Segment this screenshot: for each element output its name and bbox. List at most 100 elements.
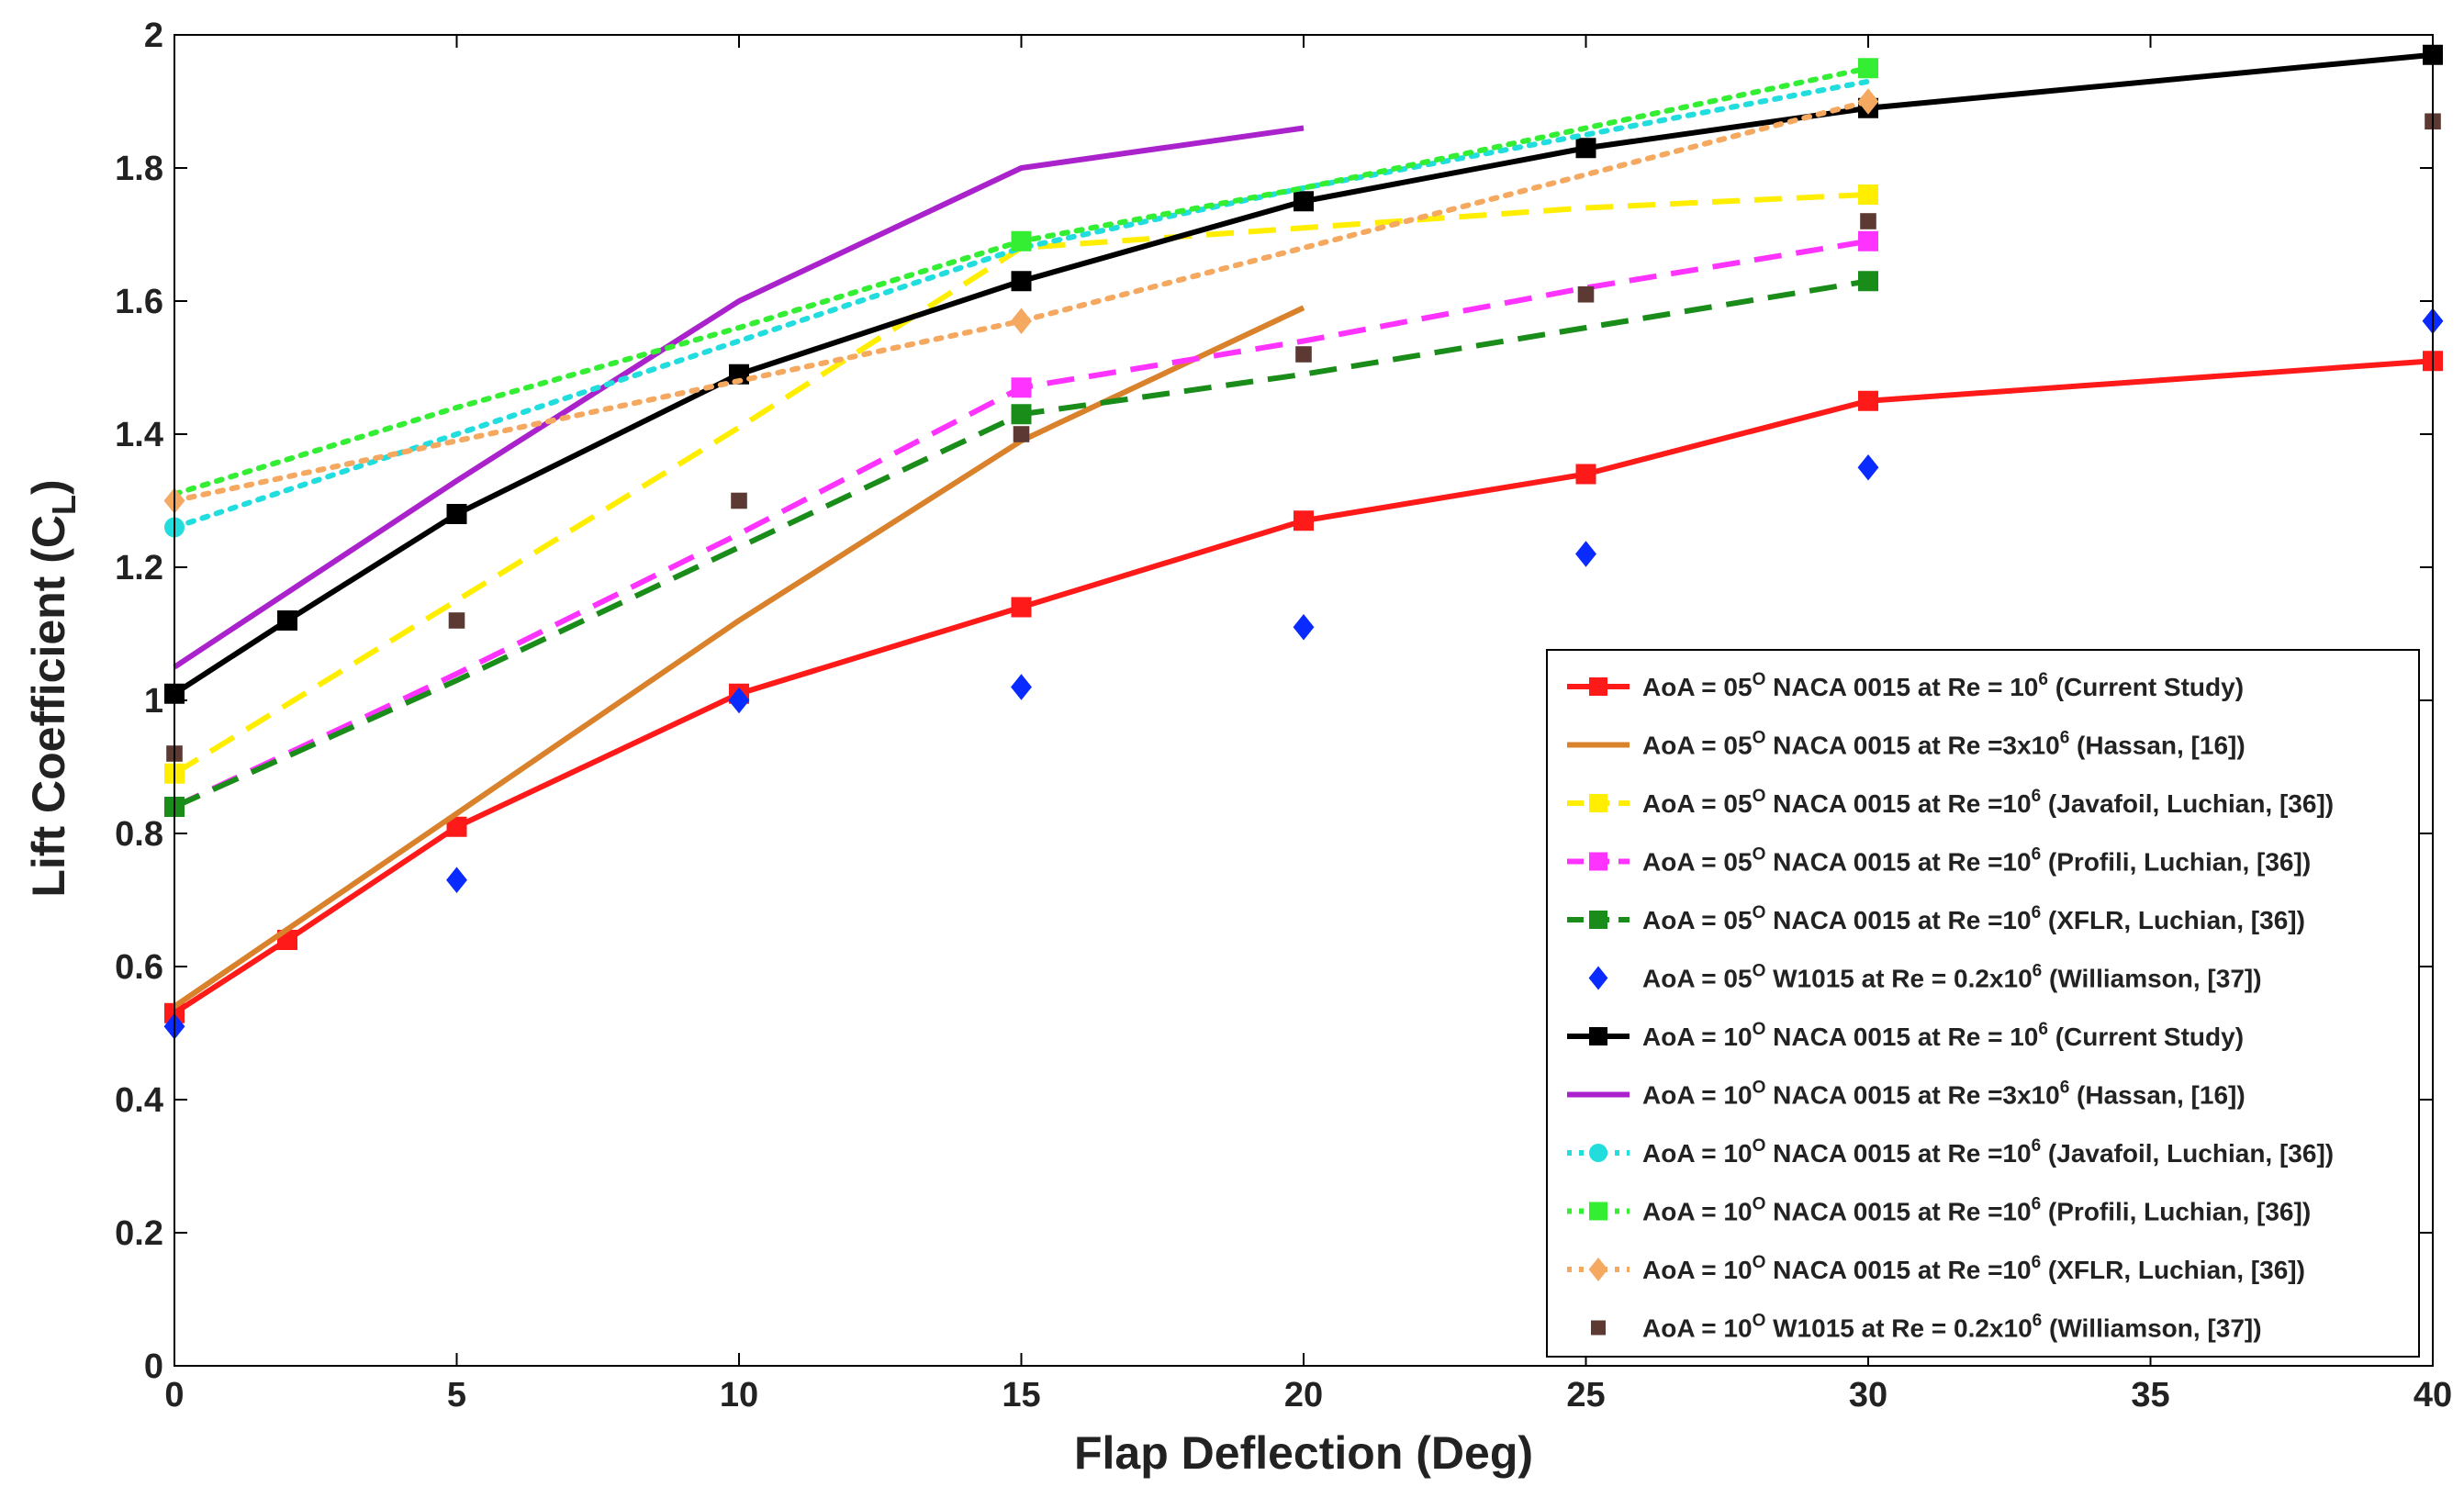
legend-label: AoA = 10O W1015 at Re = 0.2x106 (William…: [1642, 1312, 2262, 1343]
legend-entry: AoA = 10O W1015 at Re = 0.2x106 (William…: [1591, 1312, 2262, 1343]
legend-label-middle: NACA 0015 at Re =10: [1765, 1198, 2031, 1226]
legend-label-prefix: AoA = 05: [1642, 789, 1753, 818]
data-point: [1858, 271, 1878, 292]
legend-label-prefix: AoA = 10: [1642, 1198, 1753, 1226]
legend-label-degree: O: [1753, 1195, 1766, 1214]
series-6: [164, 44, 2443, 704]
legend-label-degree: O: [1753, 1136, 1766, 1156]
legend-label: AoA = 10O NACA 0015 at Re =3x106 (Hassan…: [1642, 1079, 2246, 1110]
data-point: [1858, 58, 1878, 79]
x-tick-label: 25: [1566, 1376, 1605, 1414]
legend-swatch-marker: [1589, 911, 1607, 929]
legend-label-middle: W1015 at Re = 0.2x10: [1765, 965, 2032, 993]
y-axis-label-close: ): [23, 479, 74, 495]
data-point: [728, 687, 750, 714]
legend: AoA = 05O NACA 0015 at Re = 106 (Current…: [1546, 649, 2420, 1358]
data-point: [1860, 213, 1876, 229]
series-line: [173, 125, 1305, 670]
legend-label-middle: NACA 0015 at Re =10: [1765, 1139, 2031, 1168]
axes: [174, 34, 2434, 1367]
legend-label-exponent: 6: [2032, 1195, 2042, 1214]
data-point: [1293, 613, 1315, 641]
legend-label: AoA = 05O NACA 0015 at Re =3x106 (Hassan…: [1642, 729, 2246, 760]
data-point: [446, 504, 467, 524]
legend-swatch-marker: [1589, 1202, 1607, 1221]
y-tick-label: 0.4: [115, 1081, 163, 1120]
legend-label: AoA = 05O NACA 0015 at Re =106 (Profili,…: [1642, 845, 2311, 877]
legend-label-exponent: 6: [2038, 1020, 2048, 1039]
legend-label-prefix: AoA = 05: [1642, 848, 1753, 877]
data-point: [1011, 230, 1032, 252]
legend-label-degree: O: [1753, 1020, 1766, 1039]
legend-entry: AoA = 05O NACA 0015 at Re =3x106 (Hassan…: [1567, 729, 2246, 760]
legend-label-suffix: (XFLR, Luchian, [36]): [2041, 906, 2305, 934]
data-point: [448, 612, 465, 629]
legend-label-middle: W1015 at Re = 0.2x10: [1765, 1314, 2032, 1343]
legend-label-degree: O: [1753, 1253, 1766, 1272]
series-9: [172, 58, 1878, 497]
y-axis-label-subscript: L: [45, 495, 83, 515]
legend-label-exponent: 6: [2032, 1136, 2042, 1156]
legend-swatch-marker: [1588, 966, 1608, 990]
legend-label-prefix: AoA = 05: [1642, 906, 1753, 934]
legend-entry: AoA = 05O NACA 0015 at Re = 106 (Current…: [1567, 670, 2244, 701]
tick-labels: 0 5 10 15 20 25 30 35 40 0 0.2 0.4 0.6 0.8 1 1.2 1.4 1.6 1…: [115, 17, 2452, 1414]
data-point: [731, 492, 747, 509]
legend-label-middle: NACA 0015 at Re = 10: [1765, 1023, 2038, 1051]
legend-label-degree: O: [1753, 903, 1766, 922]
data-point: [1858, 390, 1878, 411]
legend-swatch-marker: [1589, 1144, 1607, 1162]
legend-label-exponent: 6: [2060, 729, 2070, 748]
series-4: [164, 271, 1878, 817]
legend-swatch-marker: [1589, 852, 1607, 871]
data-point: [1011, 404, 1032, 425]
legend-label-suffix: (Hassan, [16]): [2069, 1081, 2245, 1110]
legend-label-suffix: (Profili, Luchian, [36]): [2041, 848, 2311, 877]
y-tick-label: 0.2: [115, 1214, 163, 1253]
y-tick-label: 1.8: [115, 150, 163, 188]
data-point: [1857, 453, 1879, 481]
plot-area: [163, 44, 2444, 1040]
data-point: [446, 816, 467, 837]
data-point: [1011, 271, 1032, 292]
legend-swatch-marker: [1589, 794, 1607, 812]
legend-label-suffix: (Javafoil, Luchian, [36]): [2041, 1139, 2334, 1168]
data-point: [1294, 191, 1314, 212]
legend-entry: AoA = 10O NACA 0015 at Re =106 (Javafoil…: [1567, 1136, 2334, 1168]
legend-label-suffix: (Profili, Luchian, [36]): [2041, 1198, 2311, 1226]
legend-label-suffix: (Current Study): [2048, 1023, 2244, 1051]
legend-label-exponent: 6: [2038, 670, 2048, 689]
legend-label-prefix: AoA = 05: [1642, 965, 1753, 993]
x-tick-label: 30: [1849, 1376, 1887, 1414]
data-point: [1575, 464, 1596, 485]
legend-entry: AoA = 05O NACA 0015 at Re =106 (Profili,…: [1567, 845, 2311, 877]
legend-label-exponent: 6: [2032, 903, 2042, 922]
legend-label-suffix: (Current Study): [2048, 673, 2244, 701]
legend-swatch-marker: [1589, 677, 1607, 696]
x-tick-label: 10: [720, 1376, 758, 1414]
x-tick-label: 0: [164, 1376, 184, 1414]
legend-entry: AoA = 10O NACA 0015 at Re =106 (Profili,…: [1567, 1195, 2311, 1226]
y-tick-label: 0.8: [115, 815, 163, 854]
data-point: [1011, 674, 1032, 700]
legend-label-middle: NACA 0015 at Re =3x10: [1765, 732, 2059, 760]
data-point: [1013, 426, 1030, 442]
y-tick-label: 1.6: [115, 283, 163, 321]
legend-label-prefix: AoA = 05: [1642, 673, 1753, 701]
x-tick-label: 5: [447, 1376, 466, 1414]
data-point: [1011, 377, 1032, 398]
legend-label-prefix: AoA = 10: [1642, 1256, 1753, 1284]
series-1: [173, 305, 1305, 1009]
data-point: [1011, 597, 1032, 618]
x-tick-label: 15: [1002, 1376, 1040, 1414]
data-point: [1858, 184, 1878, 205]
legend-label-middle: NACA 0015 at Re =10: [1765, 789, 2031, 818]
y-tick-label: 2: [144, 17, 163, 55]
legend-label-exponent: 6: [2032, 787, 2042, 806]
legend-label-prefix: AoA = 05: [1642, 732, 1753, 760]
data-point: [446, 866, 467, 894]
series-line: [173, 305, 1305, 1009]
legend-label-middle: NACA 0015 at Re =3x10: [1765, 1081, 2059, 1110]
series-3: [173, 230, 1878, 810]
legend-entry: AoA = 10O NACA 0015 at Re =106 (XFLR, Lu…: [1567, 1253, 2305, 1284]
